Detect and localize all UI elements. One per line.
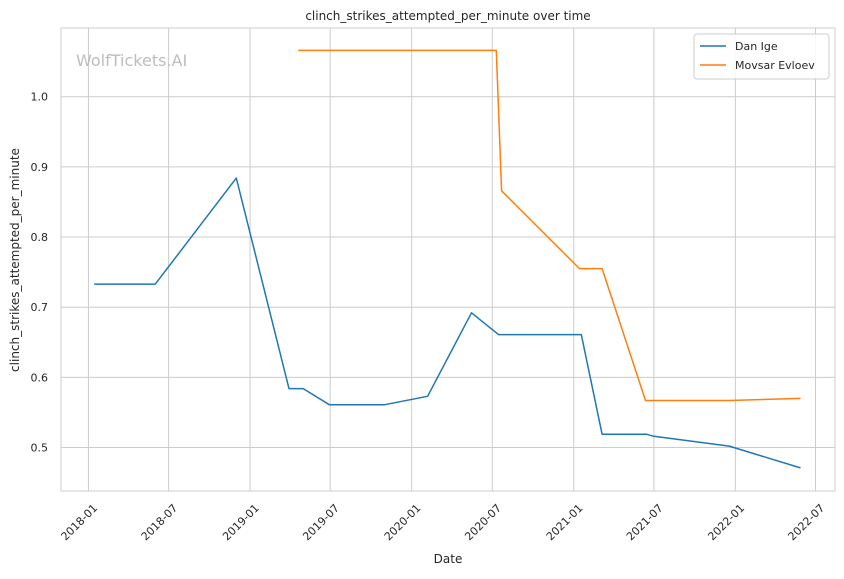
x-tick-label: 2021-01 xyxy=(544,502,586,544)
grid-lines xyxy=(61,28,835,491)
series-line-dan-ige xyxy=(94,177,801,469)
y-tick-label: 0.9 xyxy=(31,161,49,174)
x-axis-ticks: 2018-01 2018-07 2019-01 2019-07 2020-01 2020-… xyxy=(59,502,828,544)
x-tick-label: 2020-01 xyxy=(382,502,424,544)
x-tick-label: 2019-07 xyxy=(300,502,342,544)
y-tick-label: 0.5 xyxy=(31,442,49,455)
y-axis-label: clinch_strikes_attempted_per_minute xyxy=(8,148,22,372)
y-tick-label: 0.8 xyxy=(31,231,49,244)
x-tick-label: 2020-07 xyxy=(462,502,504,544)
x-tick-label: 2018-07 xyxy=(139,502,181,544)
chart-title: clinch_strikes_attempted_per_minute over… xyxy=(305,9,590,23)
x-tick-label: 2019-01 xyxy=(220,502,262,544)
y-tick-label: 0.6 xyxy=(31,371,49,384)
x-tick-label: 2022-01 xyxy=(705,502,747,544)
x-tick-label: 2018-01 xyxy=(59,502,101,544)
y-tick-label: 1.0 xyxy=(31,91,49,104)
legend-box xyxy=(693,33,830,80)
x-tick-label: 2021-07 xyxy=(624,502,666,544)
plot-area xyxy=(60,27,836,492)
legend-label-movsar-evloev: Movsar Evloev xyxy=(735,59,815,72)
series-line-movsar-evloev xyxy=(298,49,801,402)
y-tick-label: 0.7 xyxy=(31,301,49,314)
legend-label-dan-ige: Dan Ige xyxy=(735,40,778,53)
x-axis-label: Date xyxy=(434,552,463,566)
watermark: WolfTickets.AI xyxy=(76,51,187,70)
y-axis-ticks: 0.5 0.6 0.7 0.8 0.9 1.0 xyxy=(31,91,49,455)
x-tick-label: 2022-07 xyxy=(786,502,828,544)
legend: Dan Ige Movsar Evloev xyxy=(693,33,830,80)
series-lines xyxy=(94,49,801,469)
